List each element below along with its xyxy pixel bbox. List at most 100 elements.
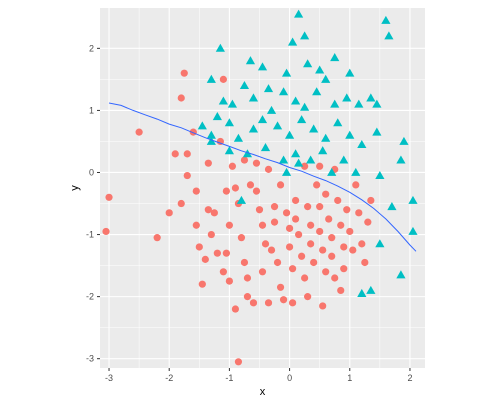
data-point-triangle	[366, 285, 376, 294]
data-point-circle	[334, 196, 342, 205]
data-point-triangle	[357, 288, 367, 297]
data-point-triangle	[233, 133, 244, 142]
data-point-triangle	[284, 130, 295, 139]
data-point-triangle	[387, 202, 397, 211]
data-point-circle	[177, 94, 185, 102]
data-point-circle	[234, 358, 243, 366]
data-point-circle	[165, 209, 173, 217]
data-point-circle	[177, 199, 185, 208]
data-point-circle	[367, 196, 375, 205]
data-point-circle	[282, 209, 291, 217]
data-point-triangle	[294, 158, 304, 167]
data-point-triangle	[248, 93, 259, 102]
data-point-circle	[171, 150, 179, 158]
data-point-triangle	[272, 121, 283, 130]
data-point-circle	[183, 171, 191, 180]
data-point-circle	[355, 209, 363, 217]
data-point-triangle	[399, 136, 409, 145]
data-point-circle	[231, 184, 240, 192]
data-point-triangle	[318, 146, 328, 155]
data-point-circle	[105, 193, 113, 201]
data-point-circle	[213, 249, 221, 257]
x-tick-label: 1	[347, 373, 352, 383]
data-point-triangle	[245, 56, 256, 65]
data-point-triangle	[236, 195, 247, 204]
x-tick-label: -3	[105, 373, 113, 383]
grid-major	[100, 8, 425, 368]
x-tick-label: -2	[165, 373, 173, 383]
data-point-triangle	[224, 146, 234, 155]
data-point-circle	[292, 196, 300, 205]
data-point-circle	[225, 277, 233, 285]
data-point-triangle	[396, 155, 406, 164]
data-point-triangle	[239, 80, 250, 90]
data-point-circle	[204, 159, 212, 167]
data-point-triangle	[281, 68, 292, 77]
x-axis: -3 -2 -1 0 1 2	[105, 368, 412, 383]
data-point-triangle	[315, 65, 325, 74]
data-point-circle	[349, 246, 357, 254]
data-point-circle	[102, 227, 110, 236]
data-point-triangle	[408, 195, 418, 204]
data-point-triangle	[248, 124, 259, 133]
data-point-circle	[276, 283, 285, 291]
data-point-circle	[276, 181, 285, 189]
data-point-circle	[222, 249, 230, 257]
data-point-circle	[328, 234, 336, 242]
data-point-triangle	[354, 99, 364, 108]
data-point-circle	[292, 215, 300, 223]
data-point-circle	[337, 286, 345, 295]
data-point-circle	[346, 227, 354, 236]
data-point-triangle	[306, 155, 316, 164]
y-tick-label: 0	[89, 167, 94, 177]
plot-panel	[100, 8, 425, 368]
data-point-circle	[192, 221, 200, 229]
data-point-circle	[288, 299, 297, 307]
y-tick-label: 2	[89, 43, 94, 53]
data-point-circle	[328, 252, 336, 260]
data-point-triangle	[408, 226, 418, 235]
data-point-circle	[270, 203, 279, 211]
data-point-circle	[313, 181, 321, 189]
data-point-triangle	[206, 74, 216, 83]
data-point-triangle	[281, 167, 292, 176]
data-point-circle	[183, 150, 191, 158]
data-point-circle	[207, 230, 215, 239]
data-point-triangle	[291, 96, 301, 105]
data-point-triangle	[297, 115, 307, 124]
data-point-circle	[285, 224, 294, 232]
data-point-circle	[316, 203, 324, 211]
data-point-circle	[222, 187, 230, 195]
x-tick-label: 0	[287, 373, 292, 383]
data-point-circle	[198, 280, 206, 288]
data-point-circle	[316, 162, 324, 170]
data-point-triangle	[375, 239, 385, 248]
data-point-triangle	[278, 87, 289, 96]
data-point-triangle	[257, 115, 268, 124]
data-point-circle	[307, 221, 315, 229]
data-point-circle	[352, 181, 360, 189]
data-point-triangle	[312, 87, 322, 96]
data-point-circle	[243, 293, 252, 301]
data-point-triangle	[242, 149, 253, 158]
data-point-circle	[331, 274, 339, 282]
data-point-circle	[298, 252, 306, 260]
data-point-triangle	[206, 130, 216, 139]
data-point-circle	[358, 240, 366, 248]
data-point-circle	[240, 258, 249, 267]
data-point-circle	[340, 265, 348, 273]
data-point-circle	[210, 209, 218, 217]
data-point-circle	[204, 206, 212, 214]
data-point-circle	[322, 190, 330, 198]
data-point-circle	[240, 156, 249, 164]
data-point-triangle	[333, 118, 343, 127]
data-point-circle	[267, 246, 276, 254]
data-point-triangle	[197, 121, 207, 130]
data-point-circle	[316, 227, 324, 236]
data-point-circle	[216, 137, 224, 146]
data-point-triangle	[278, 155, 289, 164]
y-tick-label: -2	[86, 292, 94, 302]
data-point-triangle	[339, 155, 349, 164]
data-point-circle	[364, 218, 372, 226]
data-point-triangle	[345, 130, 355, 139]
